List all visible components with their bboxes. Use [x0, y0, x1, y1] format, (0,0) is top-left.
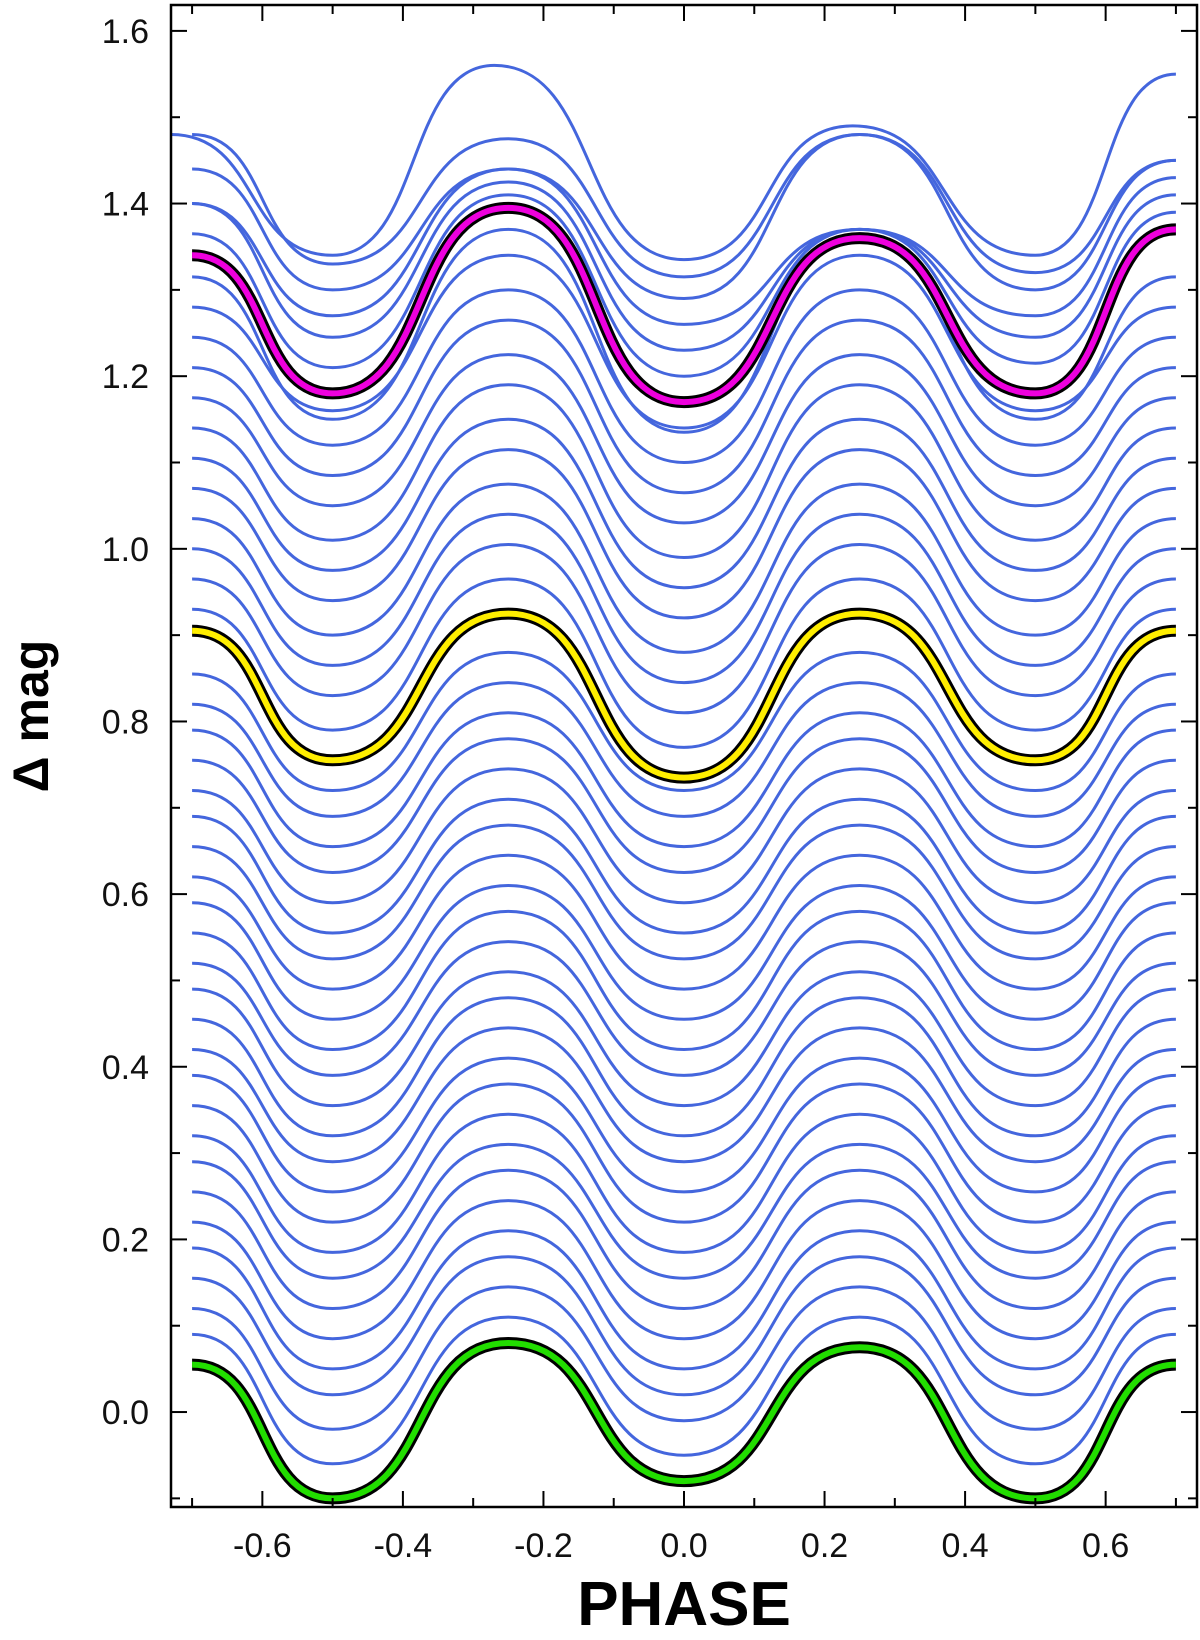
model-curve-29	[192, 512, 1176, 685]
model-curve-19	[192, 823, 1176, 961]
model-curve-34	[192, 353, 1176, 525]
x-tick-label: -0.4	[374, 1527, 433, 1565]
x-tick-label: 0.0	[660, 1527, 707, 1565]
x-tick-label: 0.4	[941, 1527, 988, 1565]
x-axis-label: PHASE	[577, 1570, 791, 1639]
model-curve-17	[192, 883, 1176, 1021]
y-tick-label: 0.4	[102, 1049, 149, 1087]
model-curve-36	[192, 288, 1176, 465]
model-curve-32	[192, 417, 1176, 590]
model-curve-24	[192, 681, 1176, 818]
model-curve-11	[192, 1056, 1176, 1194]
model-curve-3	[192, 1285, 1176, 1431]
model-curve-25	[192, 650, 1176, 793]
model-curve-42	[192, 167, 1176, 326]
model-curve-20	[192, 797, 1176, 935]
model-curve-27	[192, 577, 1176, 749]
model-curve-16	[192, 909, 1176, 1052]
y-tick-label: 0.8	[102, 703, 149, 741]
series-curves	[170, 63, 1177, 1505]
model-curve-4	[192, 1255, 1176, 1397]
model-curve-40	[192, 193, 1176, 378]
model-curve-8	[192, 1142, 1176, 1280]
model-curve-9	[192, 1112, 1176, 1254]
model-curve-41	[192, 180, 1176, 352]
model-curve-2	[192, 1315, 1176, 1466]
model-curve-23	[192, 711, 1176, 849]
model-curve-31	[192, 448, 1176, 620]
model-curve-30	[192, 482, 1176, 654]
y-axis-ticks: 0.0 0.2 0.4 0.6 0.8 1.0 1.2 1.4 1.6	[102, 13, 1197, 1500]
model-curve-44	[192, 132, 1176, 279]
y-axis-label: Δ mag	[3, 640, 59, 793]
y-tick-label: 1.4	[102, 186, 149, 224]
highlight-top-curve-outline	[191, 201, 1177, 409]
model-curve-12	[192, 1026, 1176, 1164]
model-curve-21	[192, 767, 1176, 905]
model-curve-37	[192, 253, 1176, 430]
x-tick-label: -0.6	[233, 1527, 292, 1565]
y-tick-label: 0.6	[102, 876, 149, 914]
model-curve-6	[192, 1199, 1176, 1341]
x-tick-label: 0.6	[1082, 1527, 1129, 1565]
y-tick-label: 1.0	[102, 531, 149, 569]
model-curve-33	[192, 383, 1176, 560]
model-curve-22	[192, 737, 1176, 875]
model-curve-18	[192, 853, 1176, 991]
model-curve-28	[192, 542, 1176, 715]
x-axis-ticks: -0.6 -0.4 -0.2 0.0 0.2 0.4 0.6	[191, 5, 1177, 1565]
highlight-middle-curve	[192, 610, 1176, 781]
y-tick-label: 0.0	[102, 1394, 149, 1432]
y-tick-label: 1.2	[102, 358, 149, 396]
model-curve-38	[192, 227, 1176, 434]
model-curve-43	[192, 132, 1176, 301]
y-tick-label: 0.2	[102, 1221, 149, 1259]
model-curve-15	[192, 940, 1176, 1077]
model-curve-10	[192, 1082, 1176, 1224]
highlight-top-curve	[192, 204, 1177, 406]
model-curve-14	[192, 970, 1176, 1108]
model-curve-35	[192, 318, 1176, 495]
model-curve-5	[192, 1229, 1176, 1371]
y-tick-label: 1.6	[102, 13, 149, 51]
model-curve-7	[192, 1168, 1176, 1311]
model-curve-45	[170, 63, 1176, 262]
x-tick-label: -0.2	[514, 1527, 573, 1565]
model-curve-13	[192, 996, 1176, 1138]
x-tick-label: 0.2	[801, 1527, 848, 1565]
